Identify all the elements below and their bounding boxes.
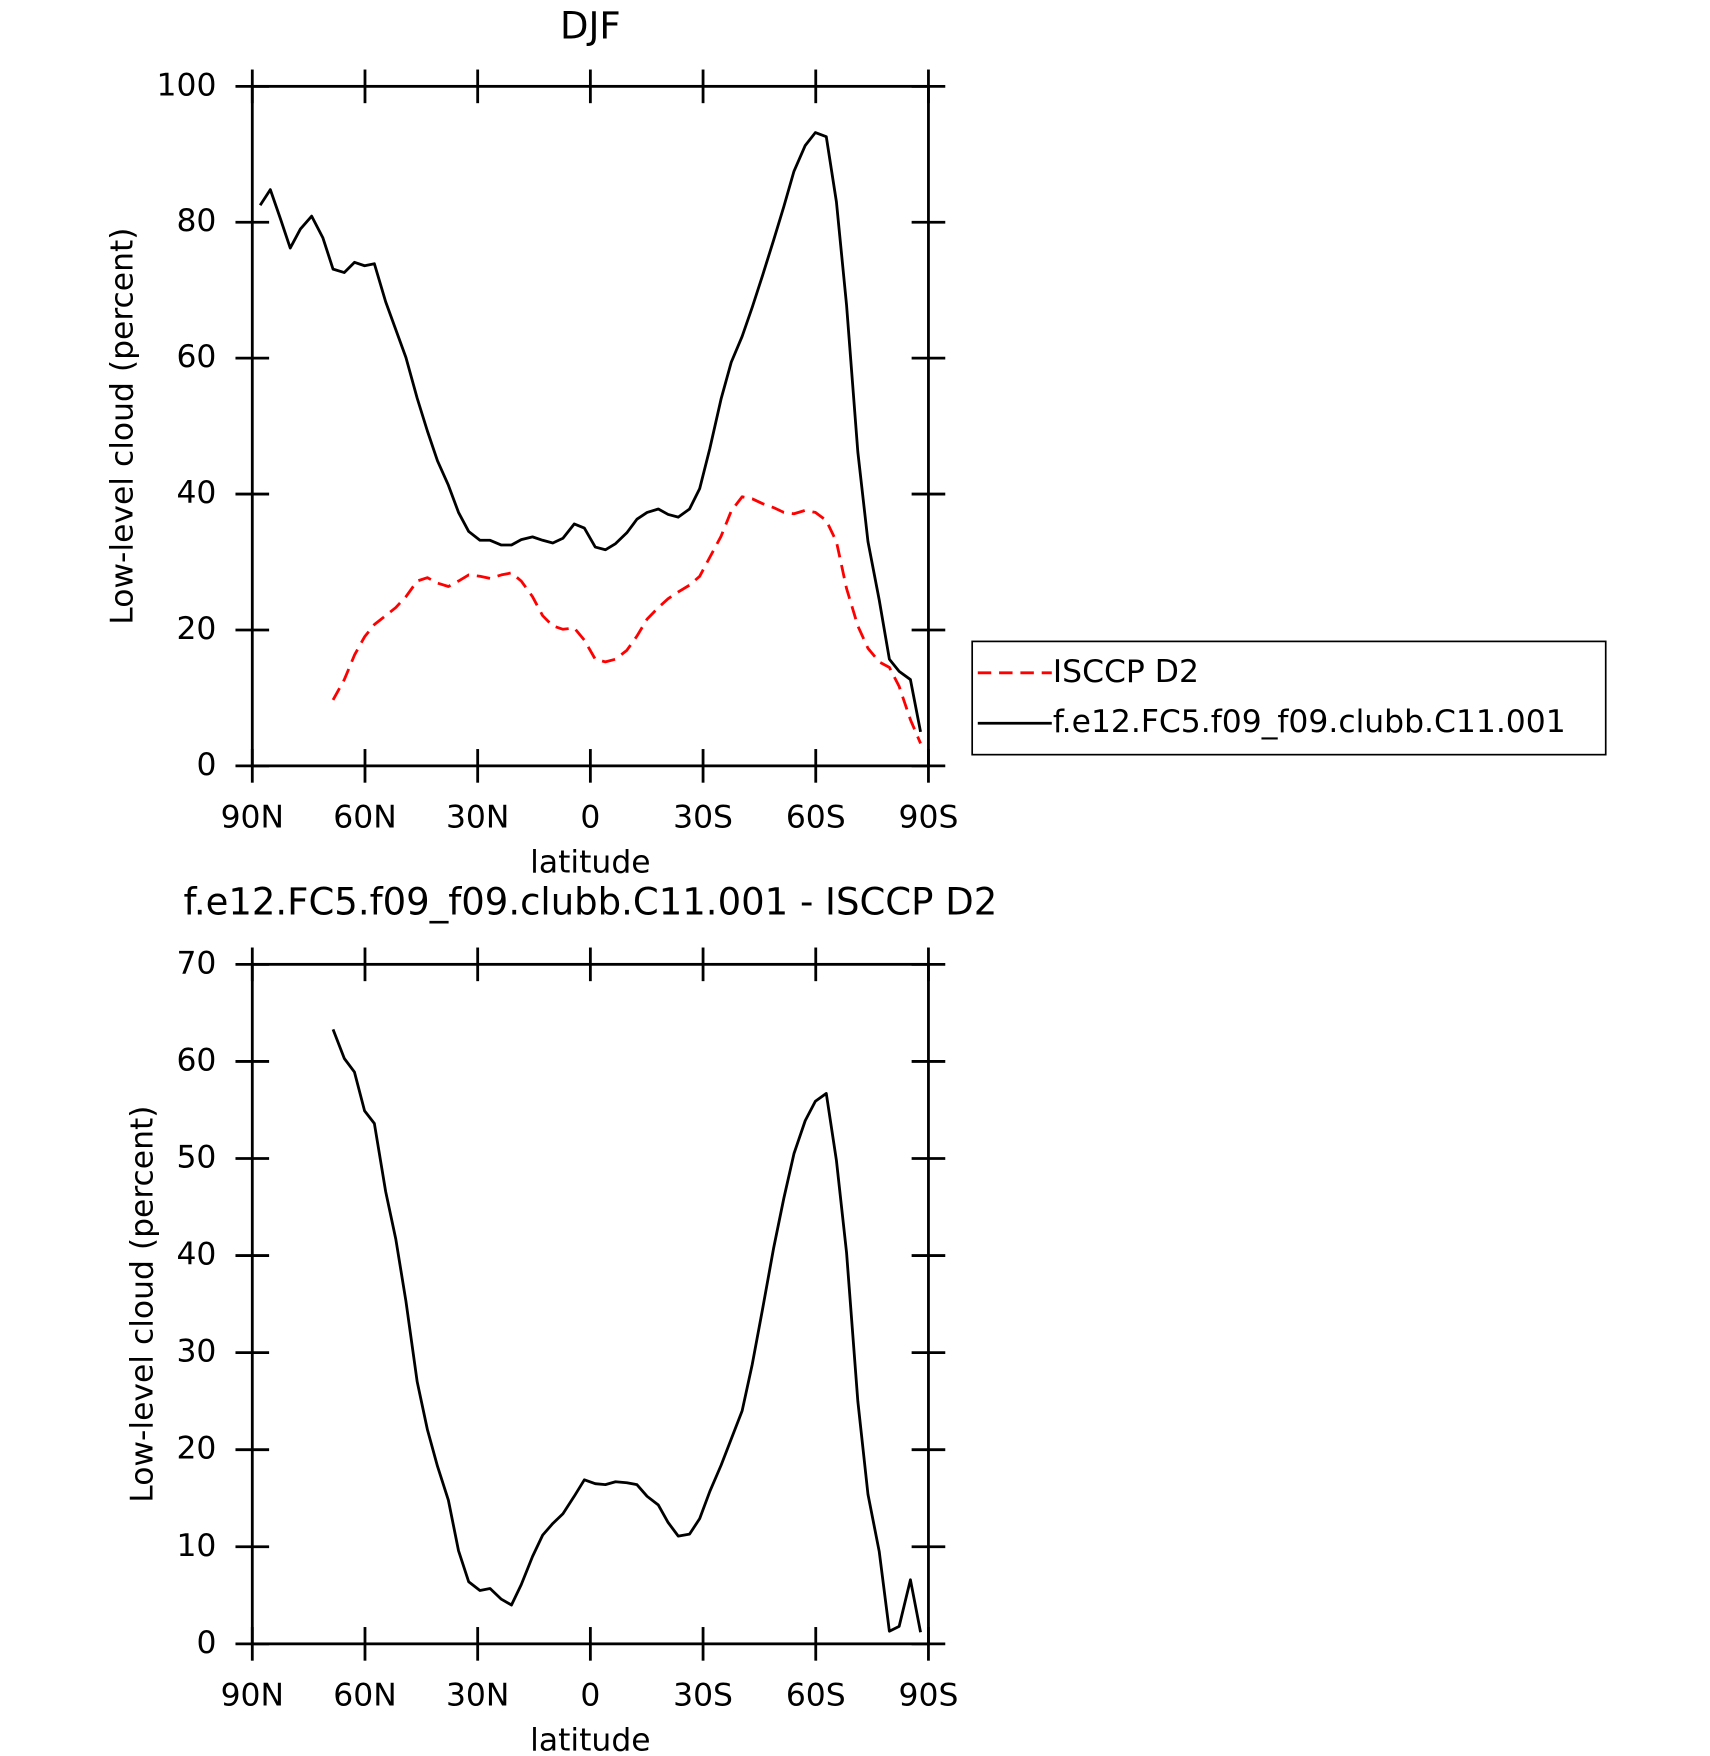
y-axis-label: Low-level cloud (percent) <box>125 1105 161 1502</box>
x-tick-label: 60N <box>333 1678 396 1714</box>
x-tick-label: 60S <box>786 800 846 836</box>
x-tick-label: 60S <box>786 1678 846 1714</box>
data-line <box>331 495 922 744</box>
legend-label: f.e12.FC5.f09_f09.clubb.C11.001 <box>1053 704 1566 740</box>
y-tick-label: 60 <box>176 339 216 375</box>
y-tick-label: 80 <box>176 203 216 239</box>
x-tick-label: 60N <box>333 800 396 836</box>
x-tick-label: 0 <box>580 800 600 836</box>
chart-title: f.e12.FC5.f09_f09.clubb.C11.001 - ISCCP … <box>183 880 997 923</box>
y-tick-label: 40 <box>176 475 216 511</box>
x-tick-label: 90N <box>221 1678 284 1714</box>
x-axis-label: latitude <box>530 844 650 880</box>
y-axis-label: Low-level cloud (percent) <box>104 227 140 624</box>
x-tick-label: 0 <box>580 1678 600 1714</box>
x-tick-label: 90N <box>221 800 284 836</box>
y-tick-label: 40 <box>176 1237 216 1273</box>
y-tick-label: 0 <box>196 747 216 783</box>
x-tick-label: 90S <box>899 800 959 836</box>
x-tick-label: 30N <box>446 1678 509 1714</box>
y-tick-label: 20 <box>176 1431 216 1467</box>
x-tick-label: 30S <box>673 1678 733 1714</box>
plot-frame <box>250 962 930 1646</box>
y-tick-label: 100 <box>157 67 217 103</box>
x-axis-label: latitude <box>530 1722 650 1756</box>
x-tick-label: 30N <box>446 800 509 836</box>
y-tick-label: 50 <box>176 1139 216 1175</box>
y-tick-label: 60 <box>176 1042 216 1078</box>
legend-label: ISCCP D2 <box>1053 654 1199 690</box>
y-tick-label: 30 <box>176 1334 216 1370</box>
data-line <box>259 131 922 733</box>
data-line <box>331 1028 922 1633</box>
x-tick-label: 90S <box>899 1678 959 1714</box>
y-tick-label: 10 <box>176 1528 216 1564</box>
plot-frame <box>250 84 930 768</box>
y-tick-label: 70 <box>176 945 216 981</box>
chart-title: DJF <box>560 5 621 48</box>
legend-box <box>971 640 1607 756</box>
y-tick-label: 0 <box>196 1625 216 1661</box>
x-tick-label: 30S <box>673 800 733 836</box>
y-tick-label: 20 <box>176 611 216 647</box>
